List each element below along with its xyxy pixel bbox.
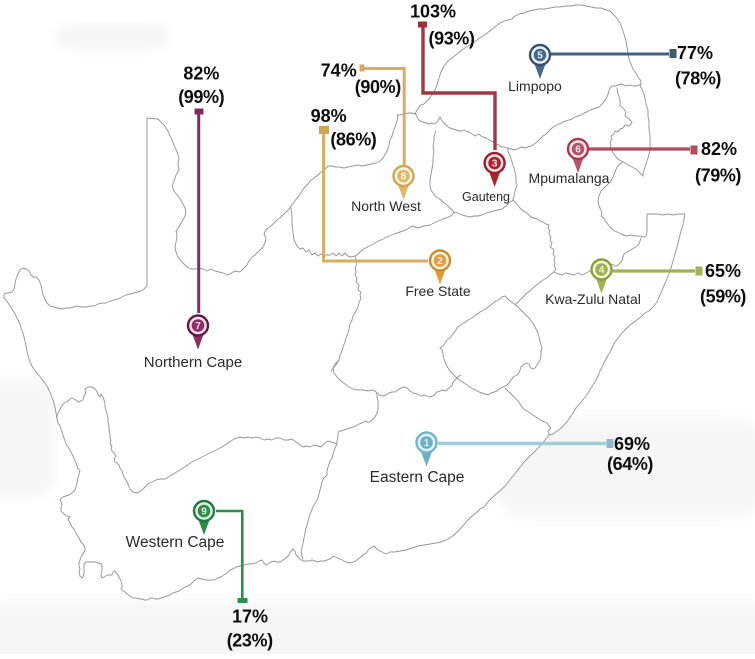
svg-text:5: 5 (537, 51, 543, 62)
svg-text:1: 1 (424, 438, 430, 449)
svg-text:Northern Cape: Northern Cape (144, 354, 242, 371)
svg-text:Western Cape: Western Cape (126, 534, 225, 551)
svg-text:82%: 82% (701, 139, 737, 159)
svg-text:(90%): (90%) (355, 77, 401, 97)
svg-text:82%: 82% (183, 64, 219, 84)
svg-text:6: 6 (575, 145, 581, 156)
svg-text:3: 3 (492, 159, 498, 170)
svg-text:7: 7 (195, 321, 201, 332)
svg-text:74%: 74% (321, 61, 357, 81)
svg-text:17%: 17% (232, 607, 268, 627)
svg-text:North West: North West (351, 198, 421, 214)
svg-text:77%: 77% (677, 43, 713, 63)
svg-text:(86%): (86%) (330, 130, 376, 150)
svg-text:65%: 65% (705, 261, 741, 281)
svg-text:(79%): (79%) (695, 166, 741, 186)
svg-text:Kwa-Zulu Natal: Kwa-Zulu Natal (545, 291, 641, 307)
svg-text:69%: 69% (614, 434, 650, 454)
svg-text:103%: 103% (410, 2, 456, 22)
svg-text:(59%): (59%) (700, 287, 746, 307)
svg-text:Eastern Cape: Eastern Cape (370, 469, 465, 486)
svg-text:9: 9 (201, 507, 207, 518)
svg-text:(64%): (64%) (607, 454, 653, 474)
svg-text:4: 4 (599, 265, 605, 276)
svg-text:2: 2 (437, 256, 443, 267)
svg-text:8: 8 (401, 172, 407, 183)
svg-text:(99%): (99%) (178, 87, 224, 107)
svg-text:Limpopo: Limpopo (508, 78, 562, 94)
svg-text:Mpumalanga: Mpumalanga (529, 170, 610, 186)
svg-text:Free State: Free State (405, 283, 471, 299)
svg-text:Gauteng: Gauteng (462, 190, 510, 204)
svg-text:(93%): (93%) (428, 29, 474, 49)
svg-text:(78%): (78%) (675, 69, 721, 89)
svg-text:(23%): (23%) (227, 631, 273, 651)
svg-text:98%: 98% (311, 106, 347, 126)
